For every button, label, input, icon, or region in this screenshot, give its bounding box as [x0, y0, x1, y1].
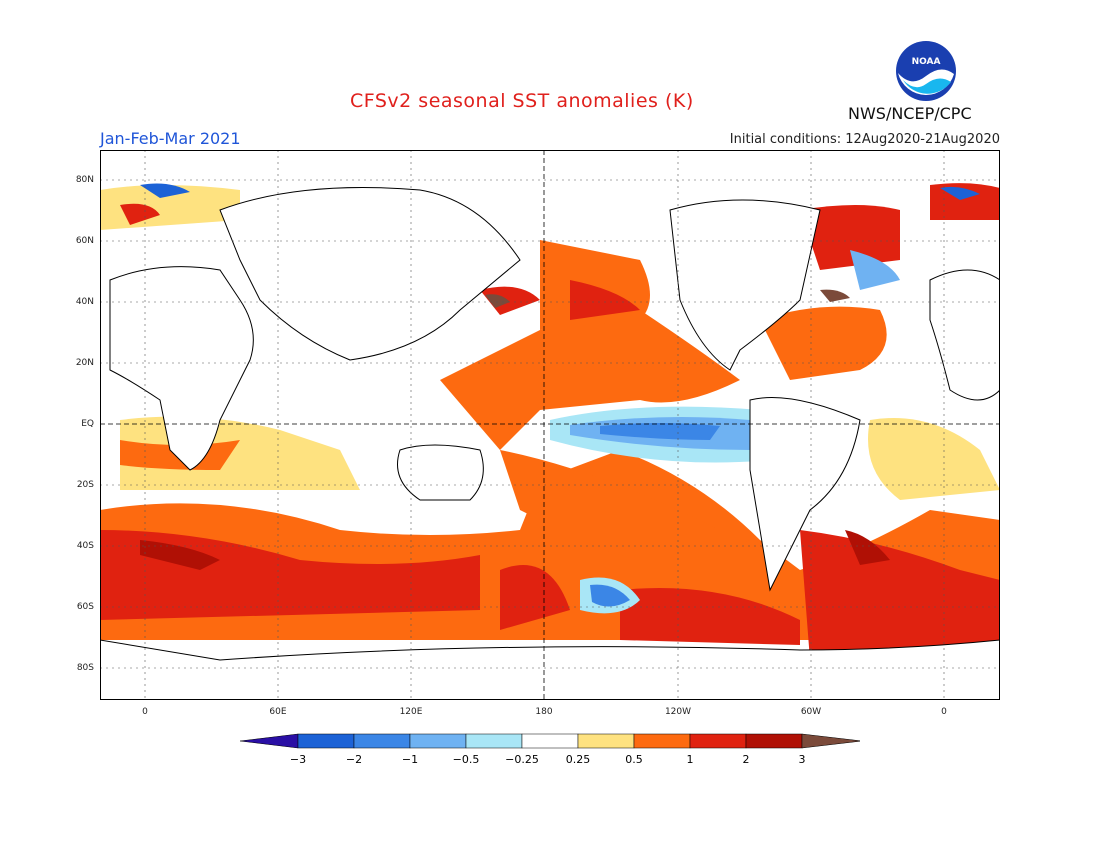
legend-swatch	[353, 733, 411, 749]
lat-label: 60S	[76, 602, 94, 612]
legend-swatch	[745, 733, 803, 749]
legend-swatch	[409, 733, 467, 749]
legend-swatch	[297, 733, 355, 749]
legend-tick-label: 3	[799, 753, 806, 766]
lat-label: 80N	[75, 175, 94, 185]
legend-tick-label: 0.25	[566, 753, 591, 766]
legend-tick-label: 2	[743, 753, 750, 766]
noaa-logo-text: NOAA	[912, 57, 941, 67]
legend-swatch	[465, 733, 523, 749]
lon-label: 0	[941, 707, 947, 717]
legend-swatch	[521, 733, 579, 749]
legend-swatch	[577, 733, 635, 749]
legend-tick-label: −2	[346, 753, 362, 766]
lon-label: 120E	[399, 707, 423, 717]
legend-swatch	[633, 733, 691, 749]
lon-label: 180	[535, 707, 553, 717]
australia	[397, 444, 484, 501]
map-title: CFSv2 seasonal SST anomalies (K)	[350, 90, 694, 112]
legend-arrow-low	[240, 733, 299, 749]
equator-dateline	[100, 150, 1000, 700]
legend-tick-label: −0.25	[505, 753, 539, 766]
legend-tick-label: −1	[402, 753, 418, 766]
forecast-period: Jan-Feb-Mar 2021	[100, 129, 241, 148]
eurasia	[219, 187, 521, 361]
continents	[100, 187, 1000, 700]
lat-label: EQ	[81, 419, 94, 429]
color-legend: −3 −2 −1 −0.5 −0.25 0.25 0.5 1 2 3	[240, 733, 860, 766]
noaa-logo: NOAA	[896, 41, 956, 101]
sst-anomaly-map	[100, 150, 1000, 700]
legend-arrow-high	[801, 733, 860, 749]
initial-conditions: Initial conditions: 12Aug2020-21Aug2020	[729, 132, 1000, 147]
lat-label: 40N	[75, 297, 94, 307]
lat-label: 40S	[76, 541, 94, 551]
lon-label: 60W	[800, 707, 822, 717]
lat-label: 60N	[75, 236, 94, 246]
lat-label: 80S	[76, 663, 94, 673]
antarctica	[100, 639, 1000, 700]
legend-tick-label: 1	[687, 753, 694, 766]
lon-label: 120W	[664, 707, 692, 717]
legend-swatch	[689, 733, 747, 749]
lat-label: 20N	[75, 358, 94, 368]
lat-label: 20S	[76, 480, 94, 490]
agency-label: NWS/NCEP/CPC	[848, 104, 972, 123]
north-america	[669, 199, 821, 371]
graticule	[100, 150, 1000, 700]
lon-label: 60E	[269, 707, 287, 717]
africa-repeat	[929, 269, 1000, 401]
africa	[109, 266, 254, 471]
legend-tick-label: −0.5	[453, 753, 480, 766]
legend-tick-label: −3	[290, 753, 306, 766]
south-america	[749, 397, 861, 592]
legend-tick-label: 0.5	[625, 753, 643, 766]
lon-label: 0	[142, 707, 148, 717]
